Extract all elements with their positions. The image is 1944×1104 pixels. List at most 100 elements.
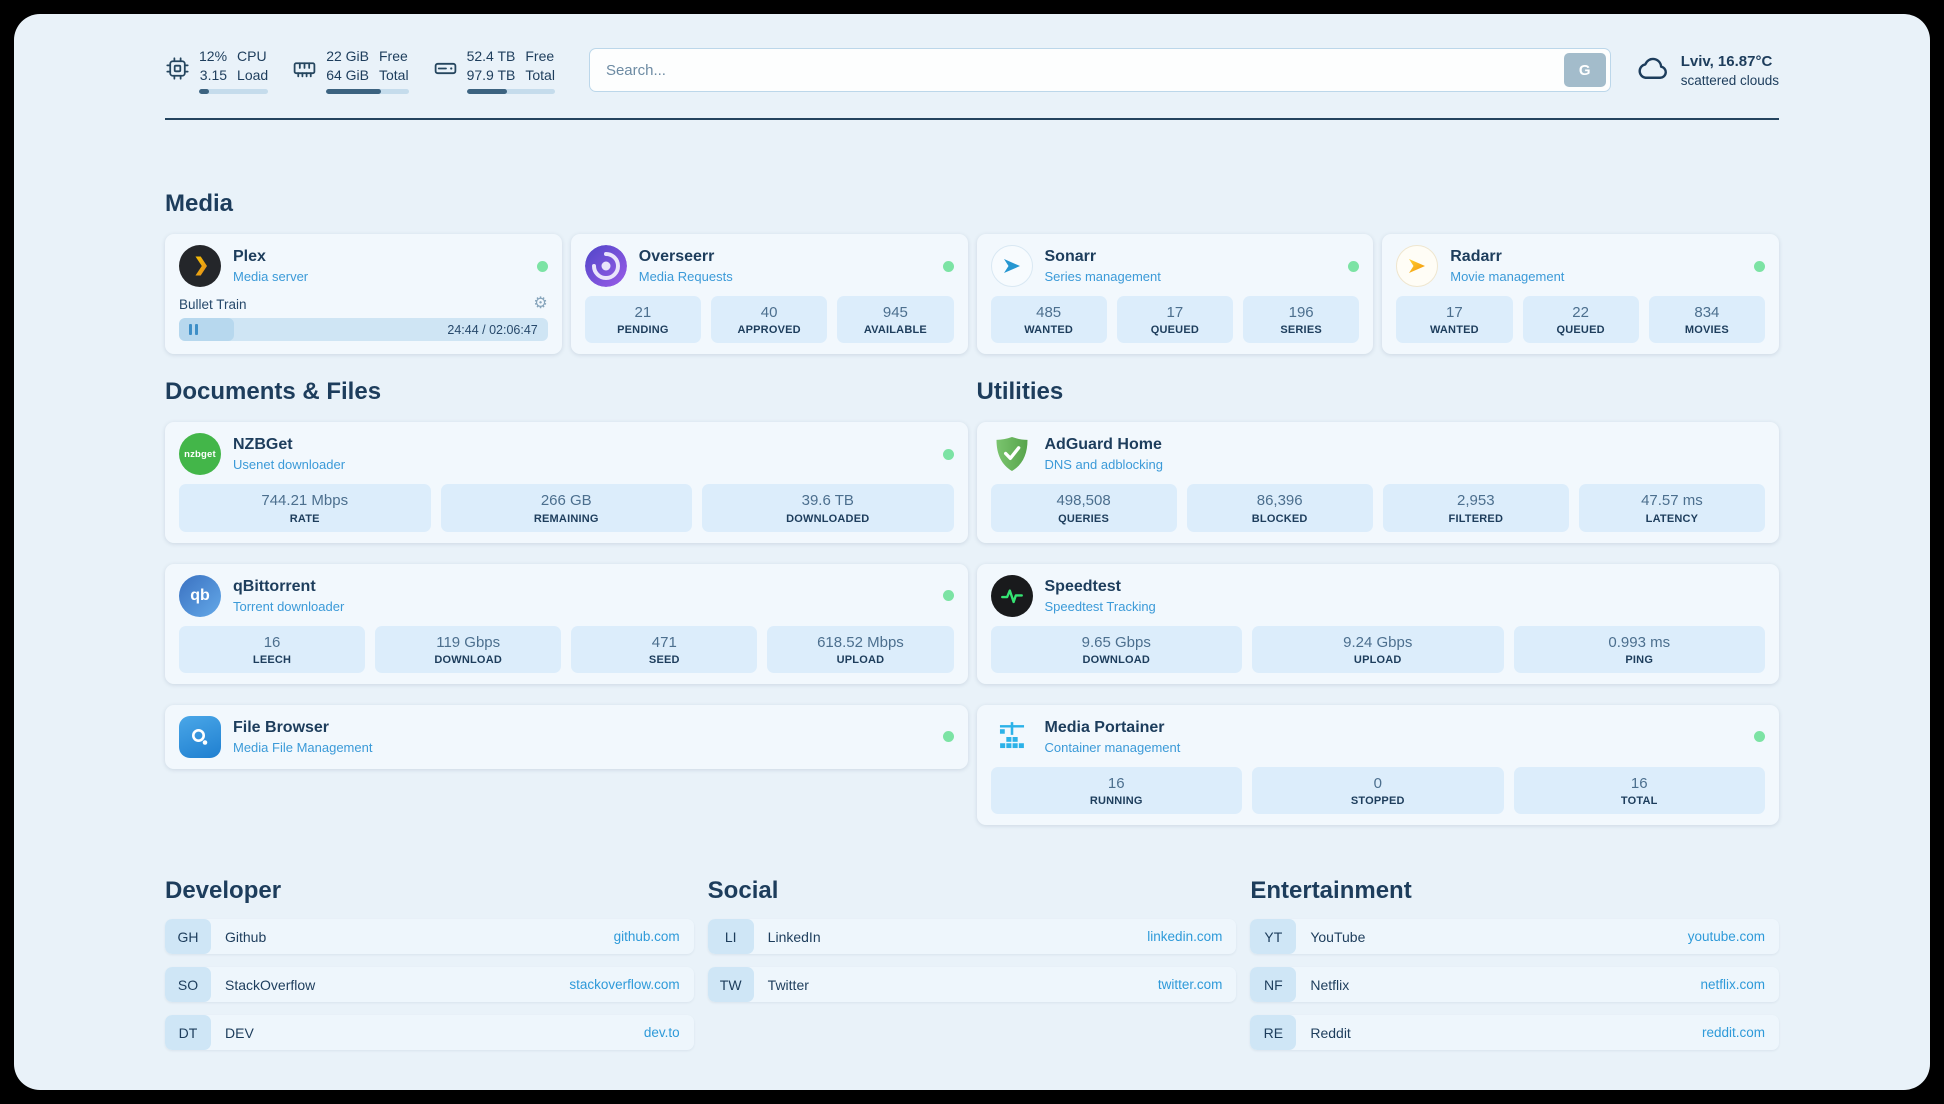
bookmark-github[interactable]: GH Github github.com [165,919,694,954]
dashboard-frame: 12% CPU 3.15 Load 22 GiB Free 64 [14,14,1930,1090]
pause-icon[interactable] [189,324,198,335]
service-card-portainer[interactable]: Media Portainer Container management 16 … [976,704,1779,825]
service-card-plex[interactable]: Plex Media server Bullet Train 24:44 [165,234,562,355]
stat-label: UPLOAD [836,653,885,666]
weather-location: Lviv, 16.87°C [1680,53,1773,70]
service-card-radarr[interactable]: Radarr Movie management 17 WANTED 22 QUE… [1382,234,1779,355]
stat-box: 86,396 BLOCKED [1186,484,1373,532]
stat-value: 0.993 ms [1608,633,1671,651]
service-subtitle: DNS and adblocking [1044,457,1164,473]
service-card-overseerr[interactable]: Overseerr Media Requests 21 PENDING 40 A… [570,234,968,355]
bookmark-linkedin[interactable]: LI LinkedIn linkedin.com [707,919,1237,954]
stat-value: 618.52 Mbps [817,633,904,651]
search-bar: G [588,48,1611,92]
disk-free-value: 52.4 TB [466,48,516,64]
bookmark-url[interactable]: dev.to [643,1025,680,1040]
stat-label: MOVIES [1684,324,1729,337]
bookmark-url[interactable]: twitter.com [1157,977,1223,992]
service-card-adguard[interactable]: AdGuard Home DNS and adblocking 498,508 … [976,422,1779,543]
service-card-nzbget[interactable]: nzbget NZBGet Usenet downloader 744.21 M… [165,422,968,543]
cpu-usage-value: 12% [199,48,228,64]
bookmark-url[interactable]: netflix.com [1700,977,1766,992]
service-card-filebrowser[interactable]: File Browser Media File Management [165,704,968,769]
bookmark-dev[interactable]: DT DEV dev.to [165,1015,694,1050]
stat-value: 47.57 ms [1641,492,1703,510]
stat-value: 22 [1572,304,1589,321]
stat-label: QUEUED [1556,324,1605,337]
disk-progress-bar [466,89,555,94]
weather-widget: Lviv, 16.87°C scattered clouds [1635,50,1779,91]
stat-box: 945 AVAILABLE [837,296,954,344]
bookmark-url[interactable]: reddit.com [1701,1025,1766,1040]
stat-label: AVAILABLE [863,324,927,337]
memory-free-value: 22 GiB [326,48,369,64]
stat-box: 22 QUEUED [1522,296,1639,344]
service-name: Overseerr [638,248,715,265]
stat-label: DOWNLOAD [1082,653,1151,666]
bookmark-youtube[interactable]: YT YouTube youtube.com [1250,919,1780,954]
stat-value: 86,396 [1256,492,1303,510]
qbittorrent-logo-text: qb [190,586,210,604]
cpu-icon [165,56,190,94]
bookmark-url[interactable]: youtube.com [1687,929,1766,944]
bookmark-name: Github [225,928,267,945]
bookmark-stackoverflow[interactable]: SO StackOverflow stackoverflow.com [165,967,694,1002]
section-title-utilities: Utilities [976,378,1064,406]
stat-label: PENDING [617,324,669,337]
stat-box: 0 STOPPED [1252,766,1504,814]
service-name: Speedtest [1044,577,1121,595]
bookmark-twitter[interactable]: TW Twitter twitter.com [707,967,1237,1002]
stat-box: 16 TOTAL [1513,766,1765,814]
disk-total-label: Total [525,67,555,83]
stat-value: 2,953 [1457,492,1495,510]
bookmark-abbr: RE [1250,1015,1297,1050]
service-card-sonarr[interactable]: Sonarr Series management 485 WANTED 17 Q… [976,234,1374,355]
stat-value: 196 [1288,304,1314,321]
service-subtitle: Usenet downloader [233,457,346,473]
stat-label: LATENCY [1645,512,1699,525]
bookmark-url[interactable]: stackoverflow.com [569,977,680,992]
stat-label: LEECH [252,653,292,666]
stat-value: 16 [263,633,281,651]
bookmark-abbr: LI [707,919,754,954]
bookmark-name: Reddit [1310,1024,1351,1041]
service-name: AdGuard Home [1044,436,1162,454]
service-name: File Browser [233,718,330,736]
playback-progress-bar[interactable]: 24:44 / 02:06:47 [179,318,548,341]
filebrowser-icon [179,715,221,758]
service-subtitle: Container management [1044,739,1181,755]
stat-label: REMAINING [533,512,599,525]
disk-progress-fill [466,89,508,94]
search-input[interactable] [588,48,1611,92]
disk-total-value: 97.9 TB [466,67,516,83]
cpu-progress-fill [199,89,210,94]
service-card-speedtest[interactable]: Speedtest Speedtest Tracking 9.65 Gbps D… [976,563,1779,684]
plex-icon [179,245,221,287]
stat-value: 21 [634,304,652,321]
stat-box: 471 SEED [571,625,758,673]
settings-gear-icon[interactable] [533,296,547,312]
bookmark-url[interactable]: github.com [613,929,680,944]
cpu-usage-label: CPU [237,48,267,64]
stat-value: 485 [1036,304,1062,321]
memory-progress-fill [326,89,381,94]
service-card-qbittorrent[interactable]: qb qBittorrent Torrent downloader 16 LEE… [165,563,968,684]
stat-label: QUERIES [1058,512,1110,525]
bookmark-abbr: SO [165,967,211,1002]
stat-box: 498,508 QUERIES [990,484,1177,532]
disk-widget: 52.4 TB Free 97.9 TB Total [433,48,555,94]
radarr-icon [1396,245,1439,287]
bookmark-url[interactable]: linkedin.com [1147,929,1223,944]
service-name: qBittorrent [233,577,316,595]
stat-label: FILTERED [1448,512,1504,525]
search-provider-button[interactable]: G [1563,53,1606,87]
cloud-icon [1635,50,1671,91]
service-name: Plex [233,248,266,265]
bookmark-reddit[interactable]: RE Reddit reddit.com [1250,1015,1780,1050]
bookmark-group-developer: Developer GH Github github.com SO StackO… [165,877,694,1050]
playback-time: 24:44 / 02:06:47 [447,322,538,337]
stat-box: 9.65 Gbps DOWNLOAD [990,625,1242,673]
bookmark-netflix[interactable]: NF Netflix netflix.com [1250,967,1780,1002]
service-subtitle: Media server [233,269,309,284]
status-dot [1754,731,1765,743]
